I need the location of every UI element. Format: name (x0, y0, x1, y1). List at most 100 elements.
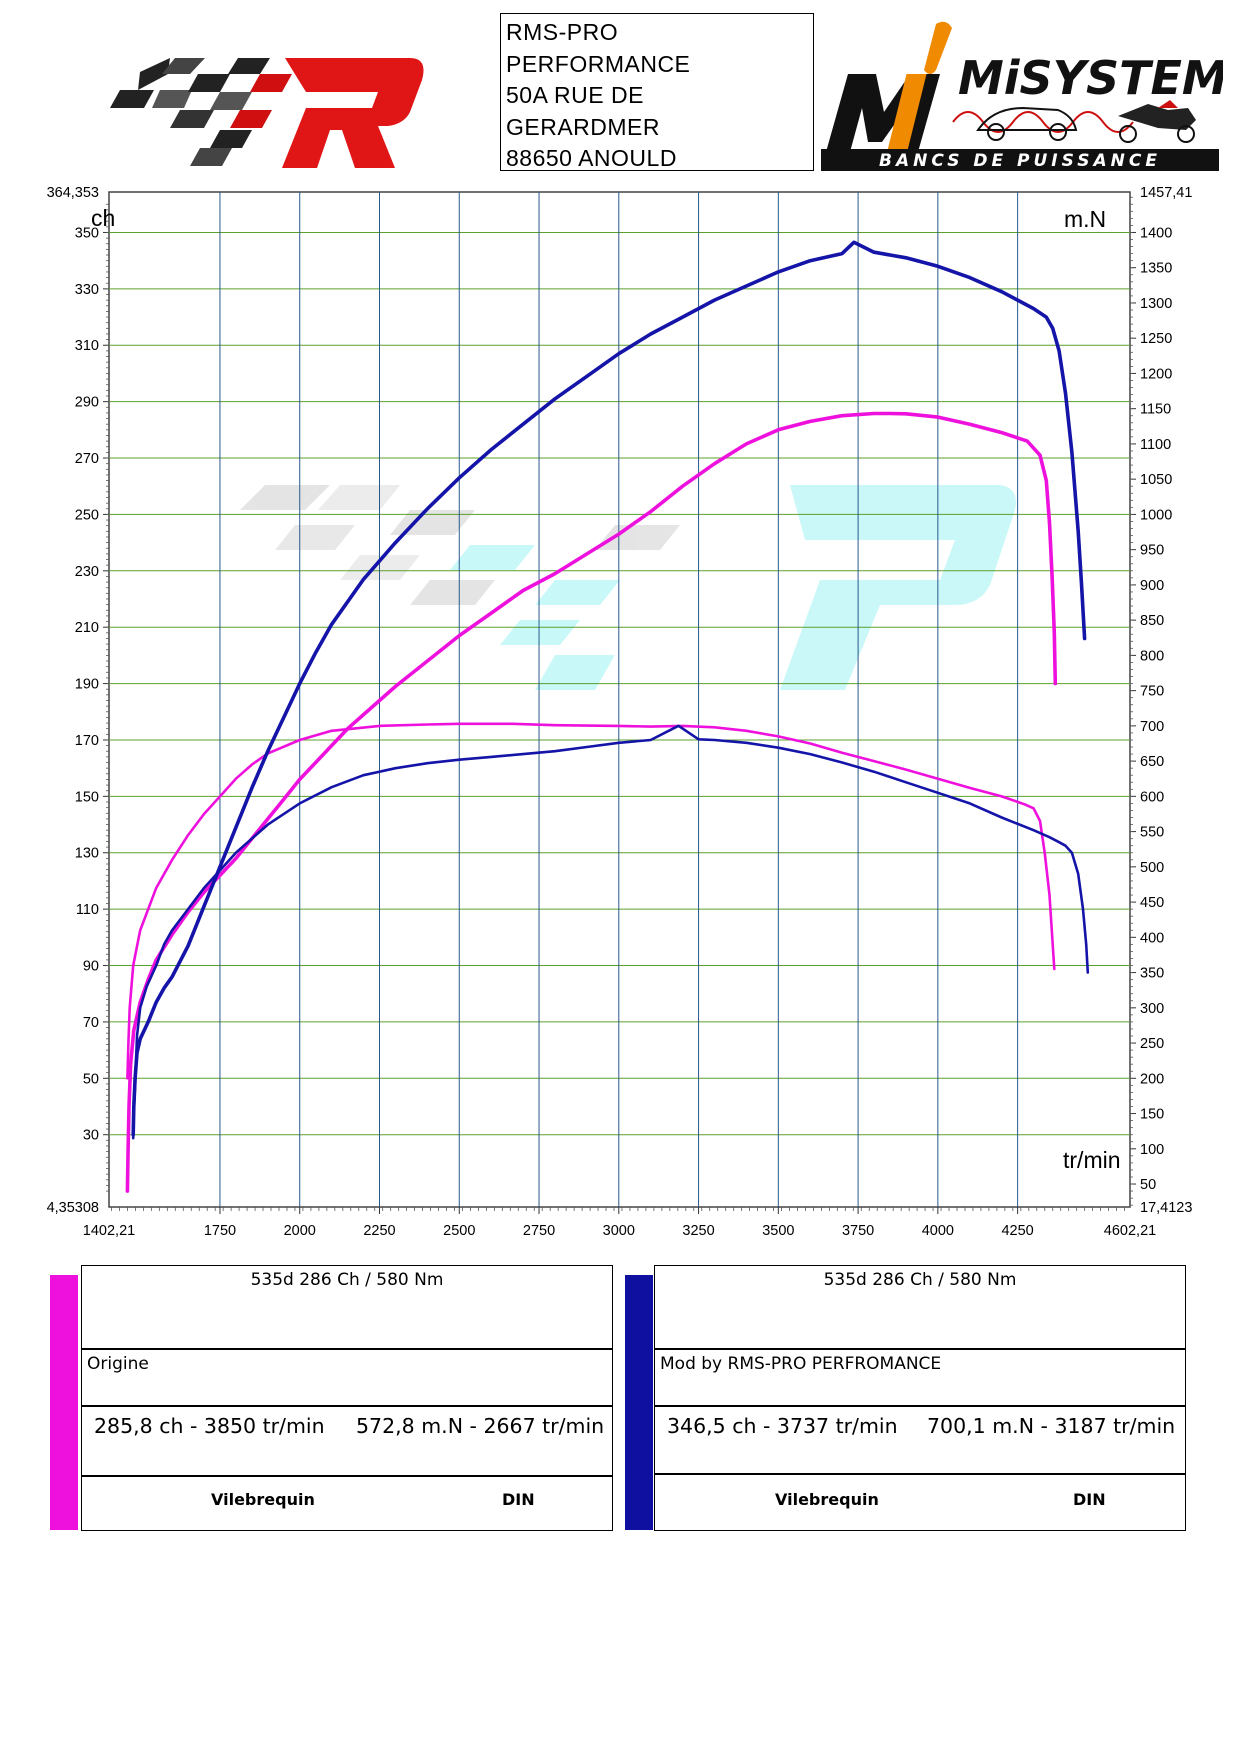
y-left-tick-label: 310 (75, 338, 99, 354)
legend-power-value: 346,5 ch - 3737 tr/min (667, 1414, 898, 1438)
y-right-tick-label: 100 (1140, 1142, 1164, 1158)
x-unit-label: tr/min (1063, 1147, 1121, 1173)
series-line-origin-torque (126, 722, 1056, 1080)
legend-foot-left: Vilebrequin (775, 1490, 879, 1509)
x-tick-label: 1750 (204, 1223, 236, 1239)
y-left-max-label: 364,353 (47, 185, 99, 201)
y-left-tick-label: 50 (83, 1071, 99, 1087)
address-line-3: 50A RUE DE (506, 82, 644, 108)
y-left-tick-label: 90 (83, 959, 99, 975)
y-left-tick-label: 250 (75, 507, 99, 523)
legend-foot-left: Vilebrequin (211, 1490, 315, 1509)
legend-box-origin: 535d 286 Ch / 580 Nm Origine 285,8 ch - … (81, 1265, 613, 1531)
y-left-tick-label: 270 (75, 451, 99, 467)
y-left-tick-label: 210 (75, 620, 99, 636)
y-left-tick-label: 230 (75, 564, 99, 580)
y-right-tick-label: 350 (1140, 966, 1164, 982)
y-right-axis: 50 100 150 200 250 300 350 400 450 500 550 600 650 70… (1130, 185, 1192, 1216)
y-right-tick-label: 50 (1140, 1177, 1156, 1193)
y-right-tick-label: 900 (1140, 578, 1164, 594)
x-tick-label: 2250 (363, 1223, 395, 1239)
y-right-tick-label: 550 (1140, 825, 1164, 841)
x-min-label: 1402,21 (83, 1223, 135, 1239)
series-group (125, 240, 1090, 1193)
y-left-tick-label: 350 (75, 225, 99, 241)
y-right-tick-label: 300 (1140, 1001, 1164, 1017)
y-left-tick-label: 170 (75, 733, 99, 749)
y-right-tick-label: 200 (1140, 1071, 1164, 1087)
y-right-tick-label: 1000 (1140, 507, 1172, 523)
legend-torque-value: 700,1 m.N - 3187 tr/min (927, 1414, 1176, 1438)
x-tick-label: 4000 (922, 1223, 954, 1239)
x-tick-label: 2000 (284, 1223, 316, 1239)
series-line-mod-power (131, 240, 1087, 1137)
legend-power-value: 285,8 ch - 3850 tr/min (94, 1414, 325, 1438)
y-right-tick-label: 650 (1140, 754, 1164, 770)
x-tick-label: 3500 (762, 1223, 794, 1239)
y-left-tick-label: 130 (75, 846, 99, 862)
legend-box-mod: 535d 286 Ch / 580 Nm Mod by RMS-PRO PERF… (654, 1265, 1186, 1531)
legend-title: 535d 286 Ch / 580 Nm (823, 1270, 1017, 1290)
y-right-unit-label: m.N (1064, 206, 1106, 232)
legend-foot-right: DIN (1073, 1490, 1106, 1509)
x-tick-label: 3000 (603, 1223, 635, 1239)
address-line-2: PERFORMANCE (506, 50, 691, 77)
address-line-5: 88650 ANOULD (506, 145, 677, 171)
address-box: RMS-PRO PERFORMANCE 50A RUE DE GERARDMER… (500, 13, 814, 171)
x-axis: 1750 2000 2250 2500 2750 3000 3250 3500 3750 4000… (83, 1207, 1156, 1239)
y-right-tick-label: 1200 (1140, 366, 1172, 382)
legend-foot-right: DIN (502, 1490, 535, 1509)
y-right-tick-label: 950 (1140, 543, 1164, 559)
plot-frame (108, 191, 1131, 1208)
legend-swatch-origin (50, 1275, 78, 1530)
x-tick-label: 2500 (443, 1223, 475, 1239)
y-right-tick-label: 1150 (1140, 402, 1171, 418)
y-left-tick-label: 330 (75, 282, 99, 298)
grid-horizontal (109, 231, 1130, 1136)
legend-name: Origine (87, 1354, 149, 1374)
x-max-label: 4602,21 (1104, 1223, 1156, 1239)
y-left-tick-label: 150 (75, 789, 99, 805)
x-tick-label: 3250 (682, 1223, 714, 1239)
y-right-tick-label: 850 (1140, 613, 1164, 629)
y-right-tick-label: 150 (1140, 1107, 1164, 1123)
y-right-tick-label: 600 (1140, 789, 1164, 805)
address-line-1: RMS-PRO (506, 19, 619, 45)
y-right-tick-label: 1250 (1140, 331, 1172, 347)
y-right-tick-label: 400 (1140, 930, 1164, 946)
y-right-min-label: 17,4123 (1140, 1200, 1192, 1216)
logo-systems-text: MiSYSTEMS (958, 51, 1223, 105)
y-right-tick-label: 1100 (1140, 437, 1171, 453)
legend-swatch-mod (625, 1275, 653, 1530)
y-left-unit-label: ch (91, 205, 115, 231)
logo-subtitle: BANCS DE PUISSANCE (879, 151, 1161, 171)
y-right-tick-label: 250 (1140, 1036, 1164, 1052)
dyno-chart: 30 50 70 90 110 130 150 170 190 210 230 250 270 290 31… (47, 185, 1193, 1239)
y-right-tick-label: 1400 (1140, 225, 1172, 241)
y-left-tick-label: 190 (75, 677, 99, 693)
legend-title: 535d 286 Ch / 580 Nm (250, 1270, 444, 1290)
x-tick-label: 2750 (523, 1223, 555, 1239)
x-tick-label: 3750 (842, 1223, 874, 1239)
legend-torque-value: 572,8 m.N - 2667 tr/min (356, 1414, 605, 1438)
rms-pro-logo (110, 58, 424, 168)
y-left-min-label: 4,35308 (47, 1200, 99, 1216)
y-right-tick-label: 450 (1140, 895, 1164, 911)
series-line-mod-torque (131, 724, 1090, 1140)
y-left-tick-label: 110 (76, 902, 99, 918)
y-left-tick-label: 290 (75, 395, 99, 411)
y-right-tick-label: 1300 (1140, 296, 1172, 312)
legend-name: Mod by RMS-PRO PERFROMANCE (660, 1354, 942, 1374)
grid-vertical (219, 192, 1019, 1207)
y-right-max-label: 1457,41 (1140, 185, 1192, 201)
y-left-tick-label: 70 (83, 1015, 99, 1031)
y-right-tick-label: 700 (1140, 719, 1164, 735)
misystems-logo: MiSYSTEMS BANCS DE PUISSANCE (821, 21, 1223, 171)
y-right-tick-label: 800 (1140, 648, 1164, 664)
y-right-tick-label: 750 (1140, 684, 1164, 700)
y-right-tick-label: 1350 (1140, 261, 1172, 277)
y-right-tick-label: 1050 (1140, 472, 1172, 488)
y-left-tick-label: 30 (83, 1128, 99, 1144)
address-line-4: GERARDMER (506, 113, 661, 140)
y-right-tick-label: 500 (1140, 860, 1164, 876)
